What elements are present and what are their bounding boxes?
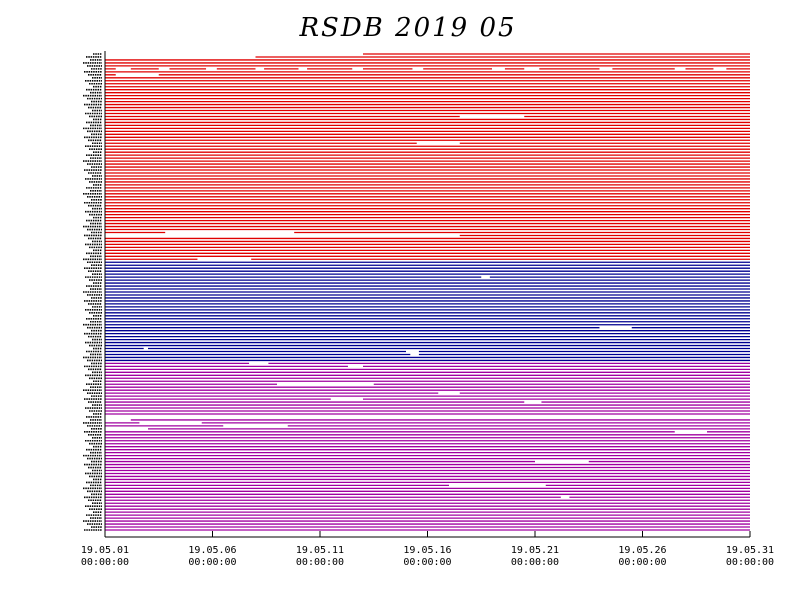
x-tick-time: 00:00:00 bbox=[296, 557, 344, 568]
gap-segment bbox=[535, 459, 589, 464]
gap-segment bbox=[105, 55, 256, 59]
chart-title: RSDB 2019 05 bbox=[298, 13, 516, 43]
x-tick-time: 00:00:00 bbox=[81, 557, 129, 568]
x-tick-time: 00:00:00 bbox=[188, 557, 236, 568]
gap-segment bbox=[223, 424, 288, 428]
gap-segment bbox=[459, 114, 525, 119]
gap-segment bbox=[438, 391, 460, 395]
gap-segment bbox=[139, 421, 202, 425]
data-gaps bbox=[105, 52, 750, 499]
gap-segment bbox=[410, 352, 419, 357]
gap-segment bbox=[492, 67, 505, 71]
gap-segment bbox=[713, 67, 727, 71]
gap-segment bbox=[524, 400, 542, 404]
gap-segment bbox=[115, 73, 159, 77]
gap-segment bbox=[105, 427, 148, 431]
gap-segment bbox=[481, 275, 490, 279]
x-tick-date: 19.05.16 bbox=[403, 545, 451, 556]
x-tick-date: 19.05.21 bbox=[511, 545, 559, 556]
gap-segment bbox=[105, 52, 363, 56]
gap-segment bbox=[347, 364, 363, 368]
gap-segment bbox=[674, 430, 707, 434]
x-tick-date: 19.05.06 bbox=[188, 545, 236, 556]
gap-segment bbox=[330, 397, 363, 401]
gap-segment bbox=[206, 67, 217, 71]
gap-segment bbox=[143, 346, 148, 351]
x-tick-date: 19.05.26 bbox=[618, 545, 666, 556]
gap-segment bbox=[277, 382, 374, 386]
gap-segment bbox=[599, 326, 632, 330]
gap-segment bbox=[197, 257, 252, 261]
gap-segment bbox=[416, 141, 460, 145]
gap-segment bbox=[406, 349, 419, 354]
x-tick-date: 19.05.11 bbox=[296, 545, 344, 556]
gap-segment bbox=[412, 67, 424, 71]
x-tick-time: 00:00:00 bbox=[511, 557, 559, 568]
row-labels bbox=[83, 53, 102, 531]
gap-segment bbox=[115, 67, 131, 71]
availability-rows bbox=[105, 53, 750, 531]
gap-segment bbox=[352, 67, 363, 71]
x-tick-time: 00:00:00 bbox=[618, 557, 666, 568]
gap-segment bbox=[105, 418, 131, 422]
x-tick-date: 19.05.01 bbox=[81, 545, 129, 556]
gap-segment bbox=[255, 67, 265, 71]
gap-segment bbox=[560, 495, 570, 499]
gap-segment bbox=[599, 67, 613, 71]
x-tick-date: 19.05.31 bbox=[726, 545, 774, 556]
gap-segment bbox=[158, 67, 170, 71]
gap-segment bbox=[674, 67, 686, 71]
x-axis: 19.05.0100:00:0019.05.0600:00:0019.05.11… bbox=[81, 531, 774, 568]
gap-segment bbox=[249, 361, 269, 365]
gap-segment bbox=[298, 67, 308, 71]
gap-segment bbox=[165, 230, 295, 235]
gap-segment bbox=[105, 415, 750, 419]
x-tick-time: 00:00:00 bbox=[403, 557, 451, 568]
gap-segment bbox=[449, 483, 546, 487]
gap-segment bbox=[524, 67, 540, 71]
x-tick-time: 00:00:00 bbox=[726, 557, 774, 568]
gap-segment bbox=[105, 233, 460, 238]
